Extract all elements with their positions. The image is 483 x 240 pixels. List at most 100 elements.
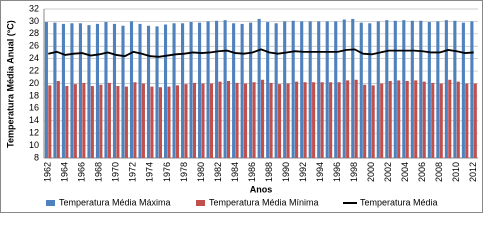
legend-label: Temperatura Média Mínima xyxy=(209,197,319,207)
bar xyxy=(371,85,375,158)
line xyxy=(48,48,474,58)
bar xyxy=(295,81,299,158)
bar xyxy=(112,23,117,159)
bar xyxy=(329,82,333,158)
bar xyxy=(201,83,205,158)
bar xyxy=(240,23,244,159)
y-tick-label: 26 xyxy=(29,41,39,51)
bar xyxy=(116,85,120,158)
bar xyxy=(167,86,171,158)
y-tick-label: 22 xyxy=(29,65,39,75)
x-tick-label: 1968 xyxy=(94,162,104,182)
x-tick-label: 1998 xyxy=(349,162,359,182)
bar xyxy=(388,81,392,158)
bar xyxy=(124,86,128,158)
bar xyxy=(354,79,358,158)
bar xyxy=(218,81,222,158)
y-tick-label: 32 xyxy=(29,3,39,13)
bar xyxy=(266,22,270,158)
bar xyxy=(380,83,384,158)
bar xyxy=(243,83,248,158)
x-tick-label: 2006 xyxy=(417,162,427,182)
bar xyxy=(257,18,261,158)
bar xyxy=(334,21,338,158)
bar xyxy=(419,20,423,158)
y-tick-label: 20 xyxy=(29,78,39,88)
bar xyxy=(70,23,74,158)
bar xyxy=(252,82,256,158)
x-tick-label: 1976 xyxy=(162,162,172,182)
bar xyxy=(470,21,474,158)
bar xyxy=(351,18,355,158)
y-tick-label: 18 xyxy=(29,90,39,100)
bar xyxy=(209,83,214,158)
bar xyxy=(397,80,401,158)
bar xyxy=(48,85,52,158)
bar xyxy=(158,87,162,158)
bar xyxy=(44,22,48,158)
bar xyxy=(300,21,304,158)
bar xyxy=(405,81,409,158)
y-tick-label: 10 xyxy=(29,140,39,150)
bar xyxy=(175,85,180,158)
x-tick-label: 1978 xyxy=(179,162,189,182)
bar xyxy=(73,84,77,158)
x-tick-label: 1986 xyxy=(247,162,257,182)
bar xyxy=(235,82,239,158)
bar xyxy=(427,22,431,158)
bar xyxy=(172,23,176,158)
bar xyxy=(107,82,111,158)
bar xyxy=(325,21,329,158)
legend-swatch xyxy=(196,200,205,206)
bar xyxy=(53,22,57,159)
x-tick-label: 1974 xyxy=(145,162,155,182)
chart: Temperatura Média Anual (°C) Anos 8 10 12 1… xyxy=(0,0,483,213)
bar xyxy=(78,23,82,158)
bar xyxy=(87,25,91,159)
x-tick-label: 2010 xyxy=(451,162,461,182)
bar xyxy=(346,80,350,158)
y-axis-title: Temperatura Média Anual (°C) xyxy=(5,20,15,148)
bar xyxy=(376,21,380,158)
bar xyxy=(82,82,86,158)
bar xyxy=(439,83,443,158)
x-tick-label: 2008 xyxy=(434,162,444,182)
bar xyxy=(410,20,414,158)
bar xyxy=(129,21,134,158)
bar xyxy=(192,82,197,158)
y-tick-label: 14 xyxy=(29,115,39,125)
bar xyxy=(414,80,418,158)
bar xyxy=(363,84,367,158)
x-tick-label: 2002 xyxy=(383,162,393,182)
bar xyxy=(312,82,316,158)
bar xyxy=(473,83,477,158)
bar xyxy=(359,22,363,159)
bar xyxy=(269,82,273,158)
y-tick-label: 8 xyxy=(34,152,39,162)
x-tick-label: 1966 xyxy=(77,162,87,182)
bar xyxy=(308,21,312,158)
bar xyxy=(317,21,321,158)
bar xyxy=(121,25,125,159)
y-tick-label: 12 xyxy=(29,128,39,138)
legend-label: Temperatura Média Máxima xyxy=(59,197,171,207)
bar xyxy=(232,23,236,158)
bar xyxy=(448,79,452,158)
bar xyxy=(431,82,435,158)
x-tick-label: 1964 xyxy=(60,162,70,182)
bar xyxy=(141,83,145,158)
bar xyxy=(104,22,108,158)
bar xyxy=(249,22,253,159)
x-tick-label: 1970 xyxy=(111,162,121,182)
bar xyxy=(283,21,287,158)
bar xyxy=(223,20,227,158)
x-tick-label: 1962 xyxy=(43,162,53,182)
bar xyxy=(99,84,103,158)
bar xyxy=(150,86,154,158)
x-tick-label: 1984 xyxy=(230,162,240,182)
x-tick-label: 1988 xyxy=(264,162,274,182)
bar xyxy=(342,19,346,158)
bar xyxy=(393,20,397,158)
bar xyxy=(155,26,159,159)
y-tick-label: 30 xyxy=(29,16,39,26)
